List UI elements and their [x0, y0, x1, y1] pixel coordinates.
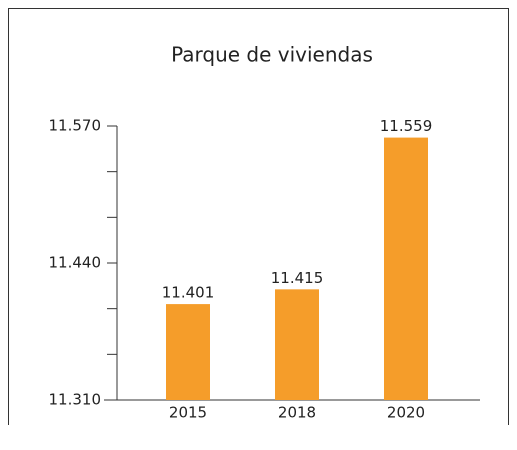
y-tick-label: 11.310 [49, 391, 102, 409]
value-label: 11.559 [380, 117, 433, 135]
bar [384, 137, 428, 401]
y-tick-label: 11.570 [49, 117, 102, 135]
value-label: 11.415 [271, 269, 324, 287]
frame [8, 8, 509, 425]
chart-title: Parque de viviendas [171, 43, 373, 67]
bar [166, 304, 210, 400]
x-tick-label: 2020 [387, 404, 425, 422]
y-tick-label: 11.440 [49, 254, 102, 272]
value-label: 11.401 [162, 284, 215, 302]
x-tick-label: 2015 [169, 404, 207, 422]
x-tick-label: 2018 [278, 404, 316, 422]
bar [275, 289, 319, 400]
